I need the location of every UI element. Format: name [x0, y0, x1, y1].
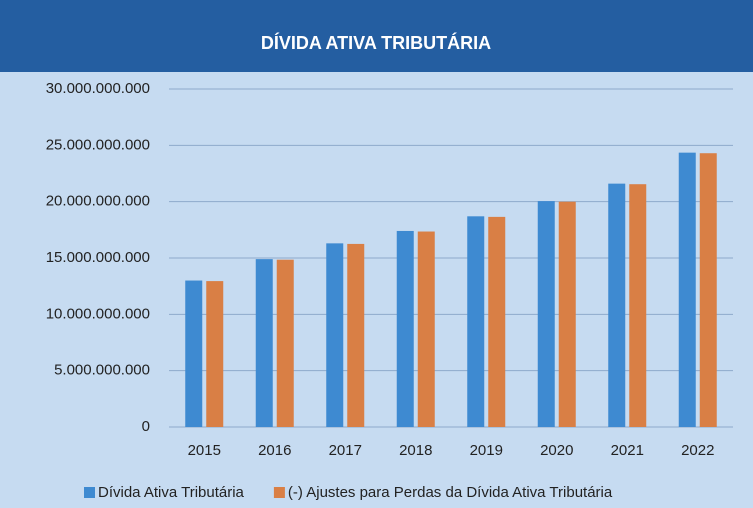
x-tick-label: 2022	[681, 442, 714, 459]
bar	[185, 280, 203, 427]
bar	[417, 231, 435, 427]
bar	[629, 184, 647, 427]
y-tick-label: 30.000.000.000	[46, 80, 150, 97]
legend-swatch	[84, 487, 95, 498]
y-tick-label: 15.000.000.000	[46, 249, 150, 266]
bar	[347, 243, 365, 427]
x-tick-label: 2015	[188, 442, 221, 459]
bar	[326, 243, 344, 427]
title-banner	[0, 0, 753, 72]
y-tick-label: 5.000.000.000	[54, 362, 150, 379]
bar	[699, 153, 717, 427]
x-tick-label: 2017	[329, 442, 362, 459]
bar	[276, 259, 294, 427]
bar	[537, 201, 555, 427]
legend-label: Dívida Ativa Tributária	[98, 484, 245, 501]
bar	[255, 259, 273, 427]
y-tick-label: 25.000.000.000	[46, 136, 150, 153]
bar	[467, 216, 485, 427]
bar	[396, 230, 414, 427]
x-tick-label: 2018	[399, 442, 432, 459]
legend-swatch	[273, 487, 285, 498]
x-tick-label: 2020	[540, 442, 573, 459]
x-tick-label: 2016	[258, 442, 291, 459]
y-tick-label: 20.000.000.000	[46, 193, 150, 210]
bar	[608, 183, 626, 427]
bar	[678, 152, 696, 427]
bar	[558, 201, 576, 427]
x-tick-label: 2019	[470, 442, 503, 459]
bar	[206, 281, 224, 427]
bar	[488, 216, 506, 427]
x-tick-label: 2021	[611, 442, 644, 459]
chart-title: DÍVIDA ATIVA TRIBUTÁRIA	[261, 32, 491, 53]
y-tick-label: 0	[142, 418, 150, 435]
legend-label: (-) Ajustes para Perdas da Dívida Ativa …	[288, 484, 613, 501]
y-tick-label: 10.000.000.000	[46, 305, 150, 322]
